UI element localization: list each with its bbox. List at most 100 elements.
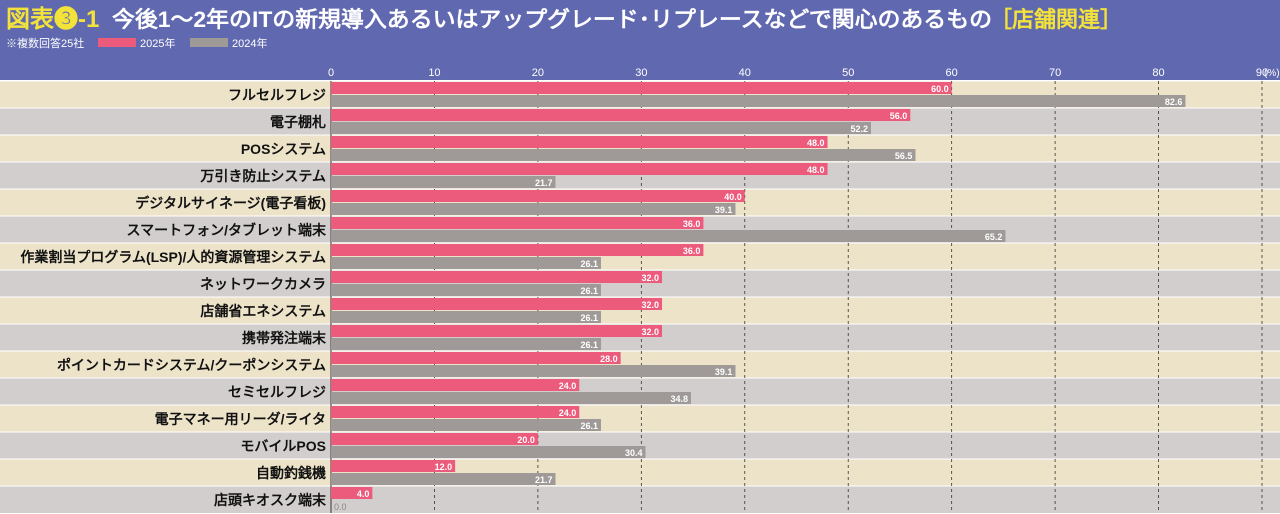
x-tick-label: 70 — [1049, 67, 1061, 79]
category-label: 店頭キオスク端末 — [214, 492, 327, 508]
x-tick-label: 20 — [532, 67, 544, 79]
data-label-2025: 32.0 — [641, 327, 659, 337]
row-background — [0, 405, 1280, 432]
data-label-2025: 36.0 — [683, 246, 701, 256]
data-label-2024: 34.8 — [670, 394, 688, 404]
bar-2025 — [331, 136, 828, 148]
data-label-2025: 48.0 — [807, 138, 825, 148]
respondent-note: ※複数回答25社 — [6, 36, 84, 50]
data-label-2024: 52.2 — [850, 124, 868, 134]
category-label: 作業割当プログラム(LSP)/人的資源管理システム — [20, 249, 326, 265]
legend-swatch-2024 — [190, 38, 228, 47]
data-label-2025: 12.0 — [435, 462, 453, 472]
data-label-2025: 40.0 — [724, 192, 742, 202]
category-label: POSシステム — [241, 141, 326, 157]
bar-2024 — [331, 122, 871, 134]
data-label-2025: 4.0 — [357, 489, 370, 499]
bar-2024 — [331, 338, 601, 350]
x-tick-label: 50 — [842, 67, 854, 79]
bar-2024 — [331, 257, 601, 269]
data-label-2024: 21.7 — [535, 475, 553, 485]
bar-2025 — [331, 109, 911, 121]
data-label-2024: 26.1 — [580, 340, 598, 350]
bar-2025 — [331, 298, 663, 310]
bar-2025 — [331, 379, 580, 391]
data-label-2024: 65.2 — [985, 232, 1003, 242]
bar-2024 — [331, 203, 736, 215]
category-label: 自動釣銭機 — [256, 465, 326, 481]
category-label: 万引き防止システム — [199, 168, 326, 184]
legend-label-2025: 2025年 — [140, 36, 175, 50]
bar-2024 — [331, 446, 646, 458]
category-label: スマートフォン/タブレット端末 — [127, 222, 327, 238]
category-label: フルセルフレジ — [228, 87, 326, 103]
data-label-2024: 26.1 — [580, 313, 598, 323]
bar-2025 — [331, 433, 538, 445]
category-label: デジタルサイネージ(電子看板) — [135, 195, 326, 211]
bar-2024 — [331, 392, 691, 404]
data-label-2024: 30.4 — [625, 448, 643, 458]
bar-2024 — [331, 365, 736, 377]
x-tick-label: 30 — [635, 67, 647, 79]
bar-2024 — [331, 230, 1006, 242]
category-label: ネットワークカメラ — [200, 276, 326, 292]
bar-2025 — [331, 217, 704, 229]
data-label-2025: 32.0 — [641, 300, 659, 310]
bar-2024 — [331, 284, 601, 296]
x-tick-label: 40 — [739, 67, 751, 79]
data-label-2024: 26.1 — [580, 259, 598, 269]
data-label-2024: 39.1 — [715, 205, 733, 215]
x-tick-label: 0 — [328, 67, 334, 79]
bar-2025 — [331, 487, 373, 499]
data-label-2025: 36.0 — [683, 219, 701, 229]
x-tick-label: 10 — [428, 67, 440, 79]
unit-label: (%) — [1264, 68, 1280, 79]
bar-2025 — [331, 163, 828, 175]
bar-2024 — [331, 176, 556, 188]
bar-2025 — [331, 406, 580, 418]
bar-2025 — [331, 271, 663, 283]
chart-title: 今後1〜2年のITの新規導入あるいはアップグレード･リプレースなどで関心のあるも… — [112, 7, 992, 32]
x-axis-ticks: 0 10 20 30 40 50 60 70 80 90 — [328, 67, 1268, 79]
category-label: モバイルPOS — [240, 438, 326, 454]
data-label-2024: 39.1 — [715, 367, 733, 377]
bar-2024 — [331, 95, 1186, 107]
data-label-2024: 0.0 — [334, 502, 347, 512]
row-background — [0, 459, 1280, 486]
bar-2025 — [331, 325, 663, 337]
data-label-2024: 56.5 — [895, 151, 913, 161]
row-background — [0, 486, 1280, 513]
x-tick-label: 90 — [1256, 67, 1268, 79]
data-label-2024: 26.1 — [580, 286, 598, 296]
category-label: 携帯発注端末 — [242, 330, 327, 346]
bar-2024 — [331, 149, 916, 161]
category-label: 電子マネー用リーダ/ライタ — [155, 411, 326, 427]
x-tick-label: 80 — [1152, 67, 1164, 79]
data-label-2024: 26.1 — [580, 421, 598, 431]
data-label-2025: 32.0 — [641, 273, 659, 283]
data-label-2025: 24.0 — [559, 408, 577, 418]
bars: 60.0 82.6 56.0 52.2 48.0 56.5 48.0 21.7 40.0 39.1… — [331, 82, 1186, 512]
data-label-2025: 24.0 — [559, 381, 577, 391]
category-label: 電子棚札 — [270, 114, 326, 130]
bar-2025 — [331, 82, 952, 94]
bar-2025 — [331, 352, 621, 364]
legend-swatch-2025 — [98, 38, 136, 47]
category-label: ポイントカードシステム/クーポンシステム — [57, 357, 326, 373]
bar-2025 — [331, 190, 745, 202]
data-label-2025: 60.0 — [931, 84, 949, 94]
data-label-2024: 82.6 — [1165, 97, 1183, 107]
data-label-2025: 28.0 — [600, 354, 618, 364]
bar-2025 — [331, 244, 704, 256]
category-label: セミセルフレジ — [228, 384, 326, 400]
figure-label: 図表❸-1 — [6, 6, 99, 33]
bar-2024 — [331, 473, 556, 485]
bar-2024 — [331, 311, 601, 323]
data-label-2025: 56.0 — [890, 111, 908, 121]
data-label-2025: 20.0 — [517, 435, 535, 445]
x-tick-label: 60 — [946, 67, 958, 79]
category-tag: ［店舗関連］ — [990, 7, 1122, 32]
data-label-2024: 21.7 — [535, 178, 553, 188]
